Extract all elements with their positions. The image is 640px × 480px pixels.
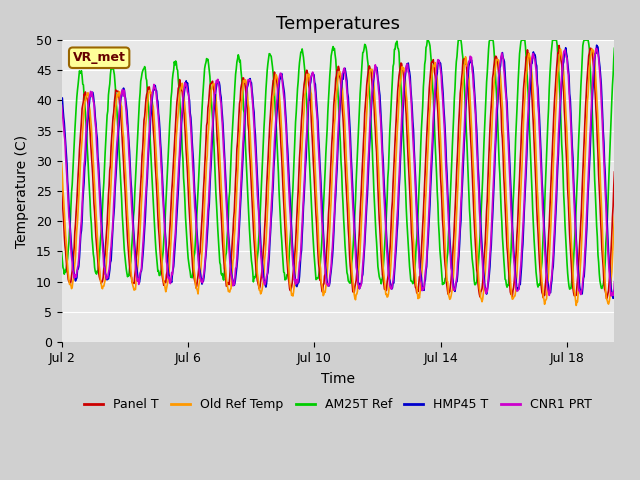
Old Ref Temp [611, 214, 618, 219]
AM25T Ref [294, 78, 302, 84]
CNR1 PRT [198, 279, 206, 285]
Old Ref Temp [430, 63, 438, 69]
CNR1 PRT [607, 293, 615, 299]
Line: Panel T: Panel T [61, 46, 614, 299]
AM25T Ref [424, 37, 431, 43]
HMP45 T [294, 280, 302, 286]
Panel T [58, 184, 65, 190]
HMP45 T [369, 87, 376, 93]
HMP45 T [366, 135, 374, 141]
HMP45 T [609, 295, 617, 301]
Panel T [611, 169, 618, 175]
AM25T Ref [366, 98, 374, 104]
Panel T [366, 65, 374, 71]
AM25T Ref [369, 156, 376, 162]
Panel T [334, 67, 342, 73]
AM25T Ref [611, 46, 618, 51]
Old Ref Temp [334, 78, 342, 84]
Old Ref Temp [294, 221, 302, 227]
Line: HMP45 T: HMP45 T [61, 45, 614, 298]
Panel T [369, 86, 376, 92]
Line: CNR1 PRT: CNR1 PRT [61, 48, 614, 296]
Panel T [556, 43, 563, 48]
Panel T [430, 62, 438, 68]
AM25T Ref [431, 126, 438, 132]
Panel T [294, 188, 302, 193]
HMP45 T [198, 281, 206, 287]
HMP45 T [334, 150, 342, 156]
HMP45 T [58, 96, 65, 101]
AM25T Ref [58, 250, 65, 256]
AM25T Ref [198, 106, 206, 112]
Text: VR_met: VR_met [73, 51, 125, 64]
Panel T [198, 216, 206, 221]
AM25T Ref [566, 286, 573, 292]
HMP45 T [430, 114, 438, 120]
Old Ref Temp [369, 69, 376, 74]
Legend: Panel T, Old Ref Temp, AM25T Ref, HMP45 T, CNR1 PRT: Panel T, Old Ref Temp, AM25T Ref, HMP45 … [79, 394, 596, 417]
CNR1 PRT [58, 102, 65, 108]
Title: Temperatures: Temperatures [276, 15, 400, 33]
Panel T [603, 296, 611, 301]
X-axis label: Time: Time [321, 372, 355, 385]
CNR1 PRT [294, 276, 302, 282]
HMP45 T [593, 42, 600, 48]
Old Ref Temp [58, 160, 65, 166]
Old Ref Temp [557, 46, 564, 52]
HMP45 T [611, 288, 618, 293]
Old Ref Temp [572, 302, 580, 308]
Old Ref Temp [198, 250, 206, 255]
Line: AM25T Ref: AM25T Ref [61, 40, 614, 289]
CNR1 PRT [430, 104, 438, 109]
Y-axis label: Temperature (C): Temperature (C) [15, 134, 29, 248]
Old Ref Temp [366, 68, 374, 74]
CNR1 PRT [611, 279, 618, 285]
AM25T Ref [334, 85, 342, 91]
CNR1 PRT [592, 46, 600, 51]
CNR1 PRT [366, 119, 374, 124]
CNR1 PRT [369, 78, 376, 84]
Line: Old Ref Temp: Old Ref Temp [61, 49, 614, 305]
CNR1 PRT [334, 136, 342, 142]
